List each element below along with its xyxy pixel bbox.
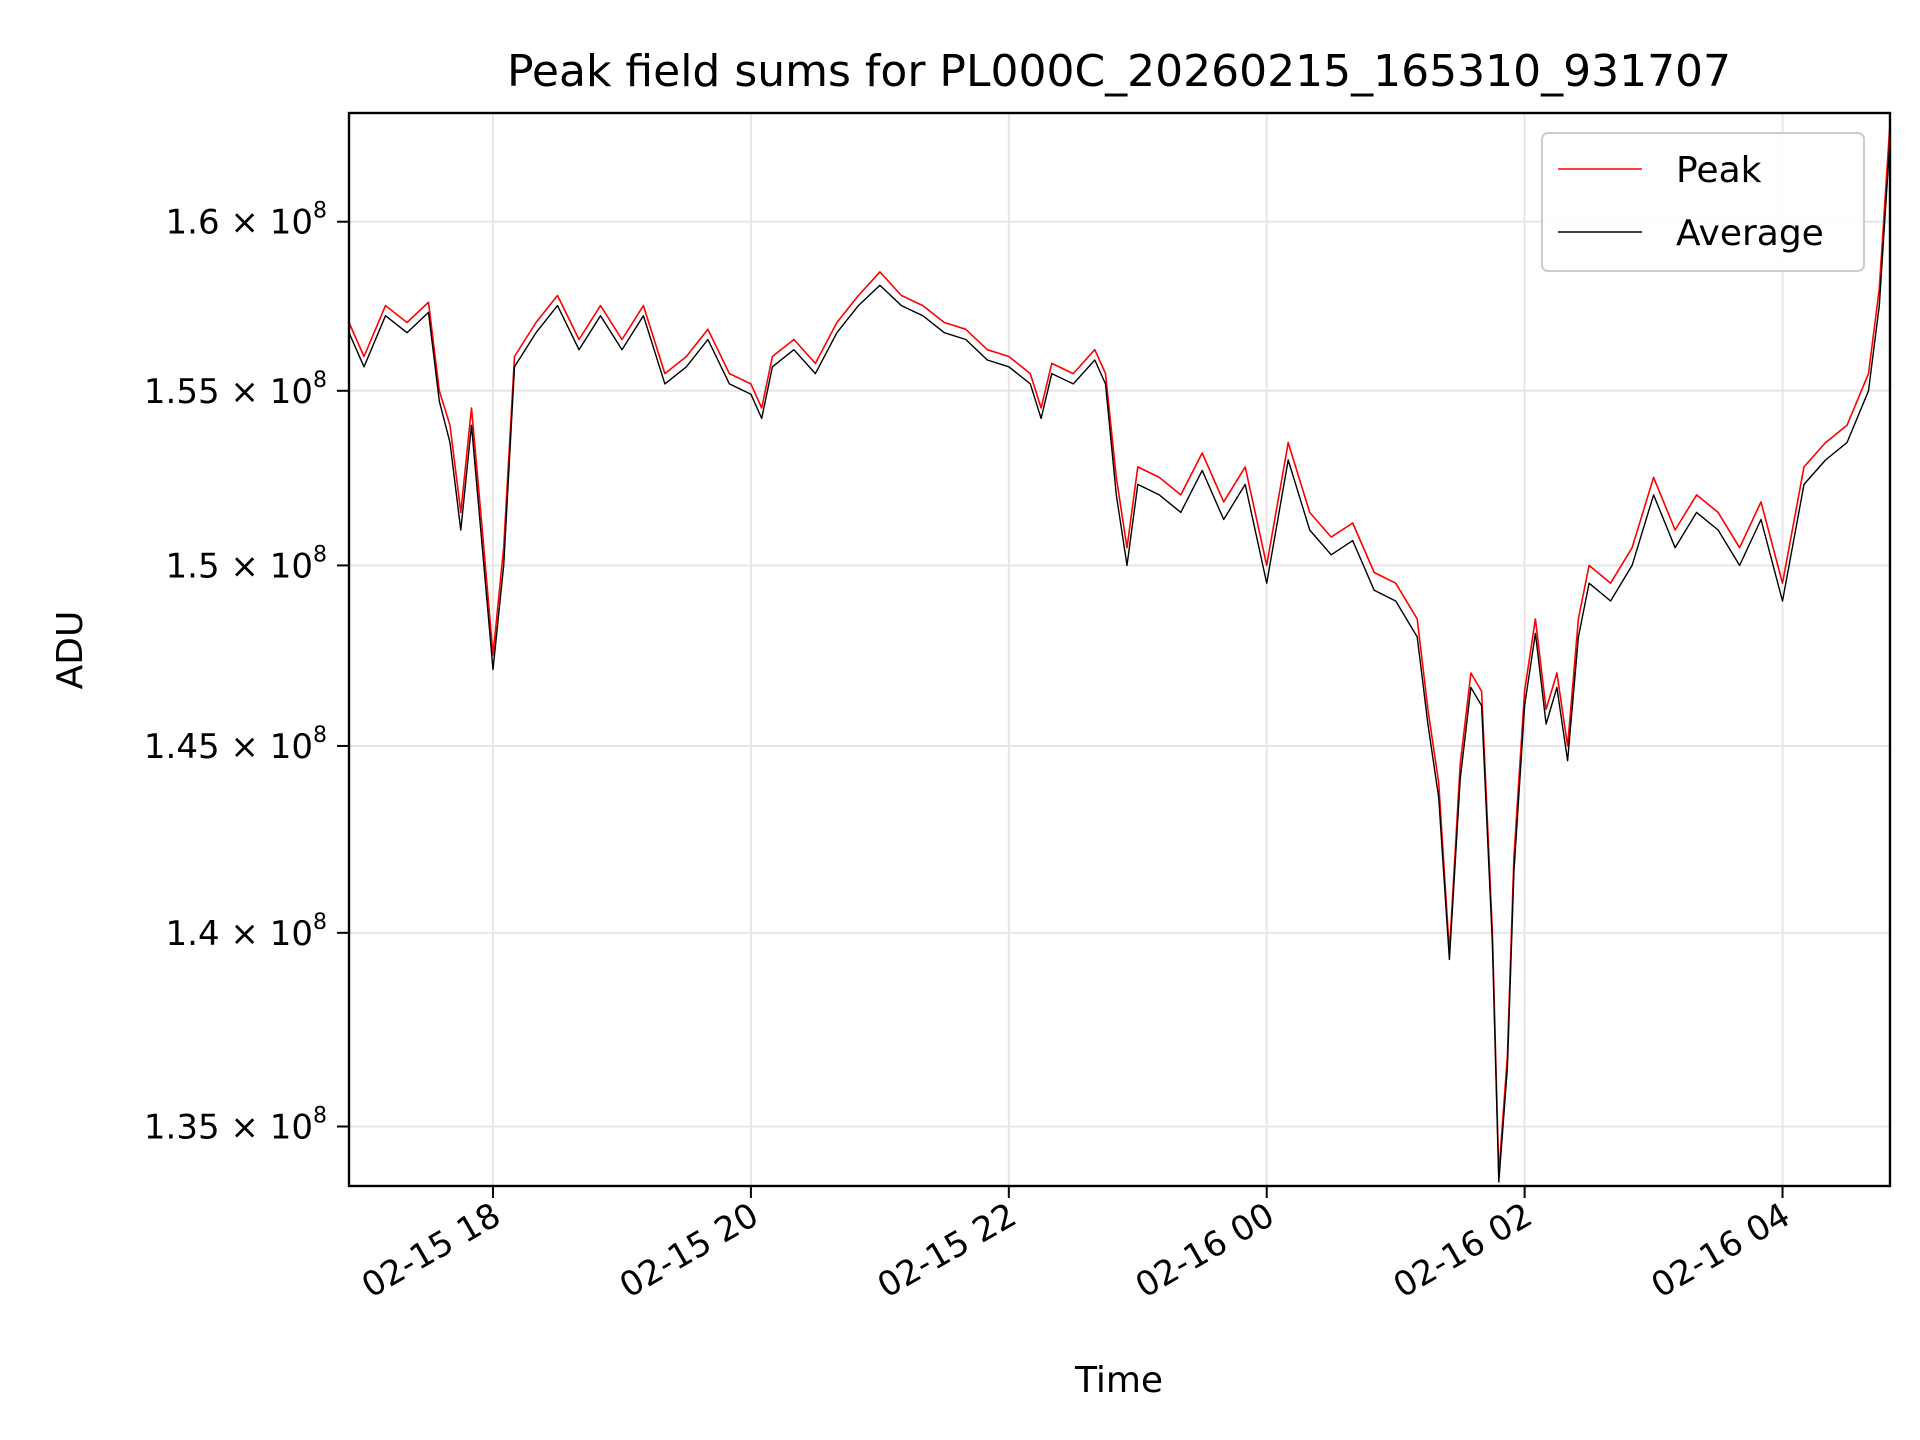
legend-label-average: Average bbox=[1676, 213, 1824, 254]
plot-frame bbox=[347, 111, 1892, 1188]
y-axis-label: ADU bbox=[50, 611, 91, 690]
legend: Peak Average bbox=[1541, 132, 1865, 272]
y-tick-label: 1.35 × 108 bbox=[144, 1103, 327, 1147]
legend-label-peak: Peak bbox=[1676, 150, 1762, 191]
chart-title: Peak field sums for PL000C_20260215_1653… bbox=[507, 46, 1731, 97]
series-line-peak bbox=[348, 122, 1891, 1175]
y-tick-label: 1.5 × 108 bbox=[166, 542, 327, 586]
x-axis-label: Time bbox=[1074, 1360, 1163, 1401]
grid-layer bbox=[349, 113, 1890, 1186]
legend-box bbox=[1541, 132, 1865, 272]
y-tick-label: 1.4 × 108 bbox=[166, 910, 327, 954]
series-line-average bbox=[348, 139, 1891, 1183]
y-tick-label: 1.45 × 108 bbox=[144, 723, 327, 767]
y-tick-label: 1.55 × 108 bbox=[144, 368, 327, 412]
series-layer bbox=[348, 122, 1891, 1183]
y-tick-label: 1.6 × 108 bbox=[166, 199, 327, 243]
